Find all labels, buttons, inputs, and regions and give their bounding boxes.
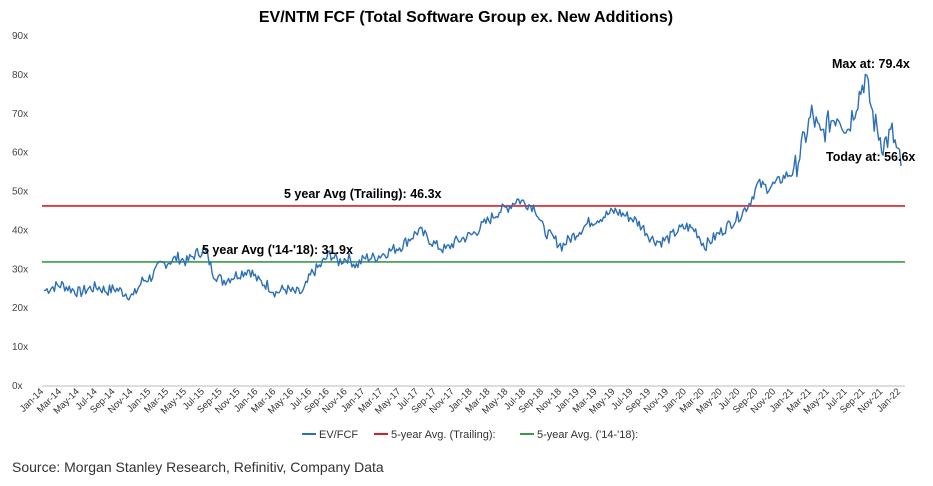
x-axis: Jan-14Mar-14May-14Jul-14Sep-14Nov-14Jan-… [18, 386, 903, 416]
line-chart: EV/NTM FCF (Total Software Group ex. New… [12, 9, 915, 441]
y-tick-label: 40x [12, 225, 28, 236]
annotation-max: Max at: 79.4x [832, 57, 910, 71]
annotation-trailing-avg: 5 year Avg (Trailing): 46.3x [284, 187, 442, 201]
y-tick-label: 70x [12, 109, 28, 120]
series-line-ev-fcf [43, 73, 902, 301]
plot-area [42, 73, 905, 301]
legend-label: 5-year Avg. (Trailing): [391, 429, 496, 441]
source-note: Source: Morgan Stanley Research, Refinit… [12, 459, 384, 475]
annotations: 5 year Avg (Trailing): 46.3x 5 year Avg (… [202, 57, 915, 257]
y-axis: 0x 10x 20x 30x 40x 50x 60x 70x 80x 90x [12, 31, 28, 392]
y-tick-label: 90x [12, 31, 28, 42]
legend-label: EV/FCF [319, 429, 358, 441]
y-tick-label: 50x [12, 187, 28, 198]
y-tick-label: 30x [12, 264, 28, 275]
legend-label: 5-year Avg. ('14-'18): [537, 429, 638, 441]
legend: EV/FCF 5-year Avg. (Trailing): 5-year Avg.… [302, 429, 638, 441]
chart-title: EV/NTM FCF (Total Software Group ex. New… [259, 9, 673, 26]
y-tick-label: 0x [12, 381, 23, 392]
y-tick-label: 10x [12, 342, 28, 353]
annotation-today: Today at: 56.6x [826, 150, 915, 164]
y-tick-label: 80x [12, 70, 28, 81]
y-tick-label: 60x [12, 148, 28, 159]
annotation-avg-14-18: 5 year Avg ('14-'18): 31.9x [202, 243, 353, 257]
y-tick-label: 20x [12, 303, 28, 314]
